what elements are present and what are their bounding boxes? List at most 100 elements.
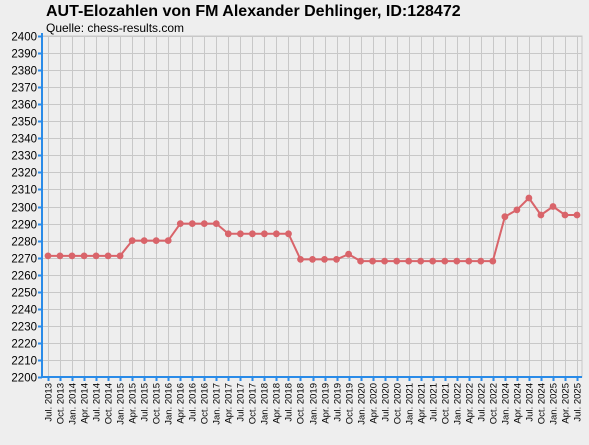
data-point	[92, 252, 100, 260]
data-point	[164, 237, 172, 245]
chart-subtitle: Quelle: chess-results.com	[46, 21, 184, 35]
x-tick-label: Oct. 2018	[296, 383, 307, 424]
x-tick-label: Jul. 2014	[92, 383, 103, 422]
x-tick-label: Jan. 2014	[68, 383, 79, 425]
x-tick-label: Jul. 2016	[188, 383, 199, 422]
data-point	[357, 257, 365, 265]
data-point	[561, 211, 569, 219]
data-point	[309, 255, 316, 263]
data-point	[297, 255, 304, 263]
y-tick-label: 2380	[11, 66, 37, 78]
y-tick-label: 2200	[11, 373, 37, 385]
x-tick-label: Jul. 2017	[236, 383, 247, 422]
data-point	[501, 213, 509, 221]
y-tick-label: 2340	[11, 134, 37, 146]
x-tick-label: Oct. 2017	[248, 383, 259, 424]
x-tick-label: Jul. 2018	[284, 383, 295, 422]
data-point	[429, 257, 437, 265]
data-point	[489, 257, 497, 265]
y-tick-label: 2300	[11, 203, 37, 215]
x-tick-label: Oct. 2013	[56, 383, 67, 424]
x-tick-label: Oct. 2024	[537, 383, 548, 424]
x-tick-label: Jan. 2025	[549, 383, 560, 425]
x-tick-label: Apr. 2015	[128, 383, 139, 424]
x-tick-label: Apr. 2018	[272, 383, 283, 424]
y-tick-label: 2310	[11, 185, 37, 197]
x-tick-label: Jul. 2021	[429, 383, 440, 422]
data-point	[152, 237, 160, 245]
y-tick-label: 2400	[11, 32, 37, 44]
data-point	[176, 220, 184, 228]
x-tick-label: Oct. 2021	[441, 383, 452, 424]
chart-title: AUT-Elozahlen von FM Alexander Dehlinger…	[46, 3, 461, 20]
x-tick-label: Apr. 2021	[417, 383, 428, 424]
y-tick-label: 2360	[11, 100, 37, 112]
data-point	[272, 230, 280, 238]
data-point	[212, 220, 220, 228]
y-tick-label: 2350	[11, 117, 37, 129]
data-point	[525, 194, 533, 202]
y-tick-label: 2390	[11, 49, 37, 61]
data-point	[513, 206, 521, 214]
x-tick-label: Jul. 2020	[381, 383, 392, 422]
data-point	[477, 257, 485, 265]
data-point	[248, 230, 256, 238]
y-tick-label: 2320	[11, 168, 37, 180]
data-point	[537, 211, 545, 219]
data-point	[417, 257, 425, 265]
data-point	[224, 230, 232, 238]
data-point	[333, 255, 340, 263]
data-point	[236, 230, 244, 238]
x-tick-label: Apr. 2025	[561, 383, 572, 424]
x-tick-labels: Jul. 2013 Oct. 2013 Jan. 2014 Apr. 2014 Jul.…	[44, 383, 584, 425]
y-tick-label: 2260	[11, 271, 37, 283]
grid	[41, 35, 583, 378]
data-point	[345, 250, 353, 258]
y-tick-label: 2330	[11, 151, 37, 163]
x-tick-label: Apr. 2024	[513, 383, 524, 424]
x-tick-label: Jan. 2022	[453, 383, 464, 425]
x-tick-label: Oct. 2014	[104, 383, 115, 424]
x-tick-label: Oct. 2015	[152, 383, 163, 424]
x-tick-label: Jan. 2018	[260, 383, 271, 425]
x-tick-label: Apr. 2014	[80, 383, 91, 424]
x-tick-label: Jul. 2025	[573, 383, 584, 422]
x-tick-label: Apr. 2022	[465, 383, 476, 424]
y-tick-label: 2280	[11, 237, 37, 249]
data-point	[465, 257, 473, 265]
x-tick-label: Jan. 2015	[116, 383, 127, 425]
x-tick-label: Jul. 2015	[140, 383, 151, 422]
y-tick-label: 2270	[11, 254, 37, 266]
data-point	[549, 203, 557, 210]
data-point	[56, 252, 64, 260]
y-tick-label: 2290	[11, 220, 37, 232]
data-point	[80, 252, 88, 260]
data-point	[441, 257, 449, 265]
x-tick-label: Jan. 2019	[309, 383, 320, 425]
data-point	[573, 211, 581, 219]
data-point	[188, 220, 196, 228]
data-point	[140, 237, 148, 245]
data-point	[321, 255, 328, 263]
data-point	[104, 252, 112, 260]
data-point	[405, 257, 413, 265]
series-layer	[44, 194, 581, 265]
y-tick-label: 2230	[11, 322, 37, 334]
x-tick-label: Oct. 2019	[345, 383, 356, 424]
x-tick-label: Oct. 2016	[200, 383, 211, 424]
data-point	[285, 230, 292, 238]
data-point	[200, 220, 208, 228]
data-point	[44, 252, 52, 260]
data-point	[381, 257, 389, 265]
x-tick-label: Jan. 2021	[405, 383, 416, 425]
x-tick-label: Jul. 2013	[44, 383, 55, 422]
y-tick-labels: 2200 2210 2220 2230 2240 2250 2260 2270 2280 2290…	[11, 32, 37, 385]
x-tick-label: Jul. 2019	[333, 383, 344, 422]
axes	[38, 33, 582, 381]
data-point	[260, 230, 268, 238]
x-tick-label: Oct. 2022	[489, 383, 500, 424]
data-point	[68, 252, 76, 260]
data-point	[393, 257, 401, 265]
x-tick-label: Jan. 2016	[164, 383, 175, 425]
